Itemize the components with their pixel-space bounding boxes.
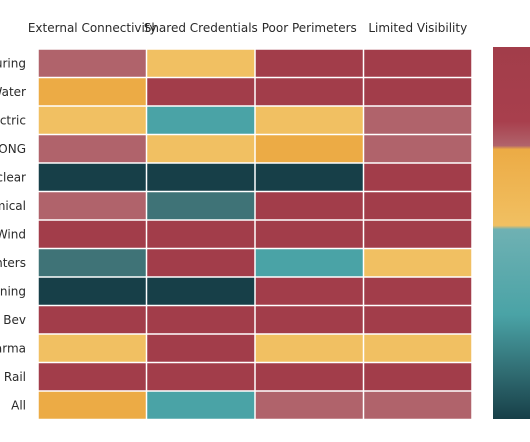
heatmap-cell	[38, 78, 146, 106]
color-scale-bar	[493, 47, 530, 419]
heatmap-cell	[38, 106, 146, 134]
heatmap-cell	[255, 334, 363, 362]
column-label: Limited Visibility	[368, 21, 467, 35]
heatmap-cell	[255, 163, 363, 191]
row-label: mical	[0, 199, 26, 213]
heatmap-cell	[38, 220, 146, 248]
heatmap-cell	[38, 49, 146, 77]
heatmap-cell	[255, 78, 363, 106]
heatmap-cell	[255, 220, 363, 248]
heatmap-cell	[255, 249, 363, 277]
heatmap-cell	[147, 306, 255, 334]
heatmap-cell	[147, 220, 255, 248]
heatmap-cell	[364, 163, 472, 191]
heatmap-cell	[364, 78, 472, 106]
row-label: ONG	[0, 142, 26, 156]
heatmap-cell	[364, 49, 472, 77]
heatmap-cell	[255, 277, 363, 305]
heatmap-cell	[255, 363, 363, 391]
heatmap-cell	[147, 163, 255, 191]
row-label: Wind	[0, 227, 26, 241]
heatmap-cell	[38, 334, 146, 362]
heatmap-cell	[364, 363, 472, 391]
heatmap-cell	[364, 192, 472, 220]
row-label: ectric	[0, 113, 26, 127]
heatmap-cell	[364, 135, 472, 163]
row-label: & Bev	[0, 313, 26, 327]
column-label: Poor Perimeters	[262, 21, 357, 35]
heatmap-cell	[364, 391, 472, 419]
heatmap-cell	[255, 135, 363, 163]
heatmap-cell	[364, 106, 472, 134]
heatmap-cell	[364, 277, 472, 305]
row-label: enters	[0, 256, 26, 270]
heatmap-cell	[255, 106, 363, 134]
heatmap-cell	[38, 163, 146, 191]
heatmap-cell	[38, 192, 146, 220]
row-label: Rail	[4, 370, 26, 384]
heatmap-cell	[364, 220, 472, 248]
heatmap-cell	[364, 249, 472, 277]
column-label: External Connectivity	[28, 21, 157, 35]
row-label: All	[11, 398, 26, 412]
row-label: uring	[0, 56, 26, 70]
heatmap-cell	[364, 334, 472, 362]
heatmap-cell	[147, 391, 255, 419]
heatmap-cell	[255, 306, 363, 334]
heatmap-cell	[147, 106, 255, 134]
column-label: Shared Credentials	[144, 21, 258, 35]
heatmap-cell	[38, 306, 146, 334]
row-label: arma	[0, 341, 26, 355]
heatmap-cell	[38, 363, 146, 391]
row-label: ining	[0, 284, 26, 298]
heatmap-cell	[147, 192, 255, 220]
heatmap-cell	[255, 391, 363, 419]
heatmap-cell	[147, 49, 255, 77]
heatmap-cell	[147, 363, 255, 391]
heatmap-cell	[38, 135, 146, 163]
heatmap-cell	[147, 249, 255, 277]
heatmap-cell	[147, 334, 255, 362]
heatmap-cell	[255, 192, 363, 220]
row-labels: uring Water ectric ONG uclear mical Wind enters…	[0, 56, 26, 412]
heatmap-cell	[38, 391, 146, 419]
heatmap-cell	[147, 78, 255, 106]
heatmap-cell	[364, 306, 472, 334]
row-label: uclear	[0, 170, 26, 184]
heatmap-cell	[255, 49, 363, 77]
heatmap-cells	[38, 49, 472, 419]
heatmap-cell	[38, 249, 146, 277]
row-label: Water	[0, 85, 26, 99]
heatmap-cell	[147, 277, 255, 305]
heatmap-cell	[147, 135, 255, 163]
heatmap-cell	[38, 277, 146, 305]
